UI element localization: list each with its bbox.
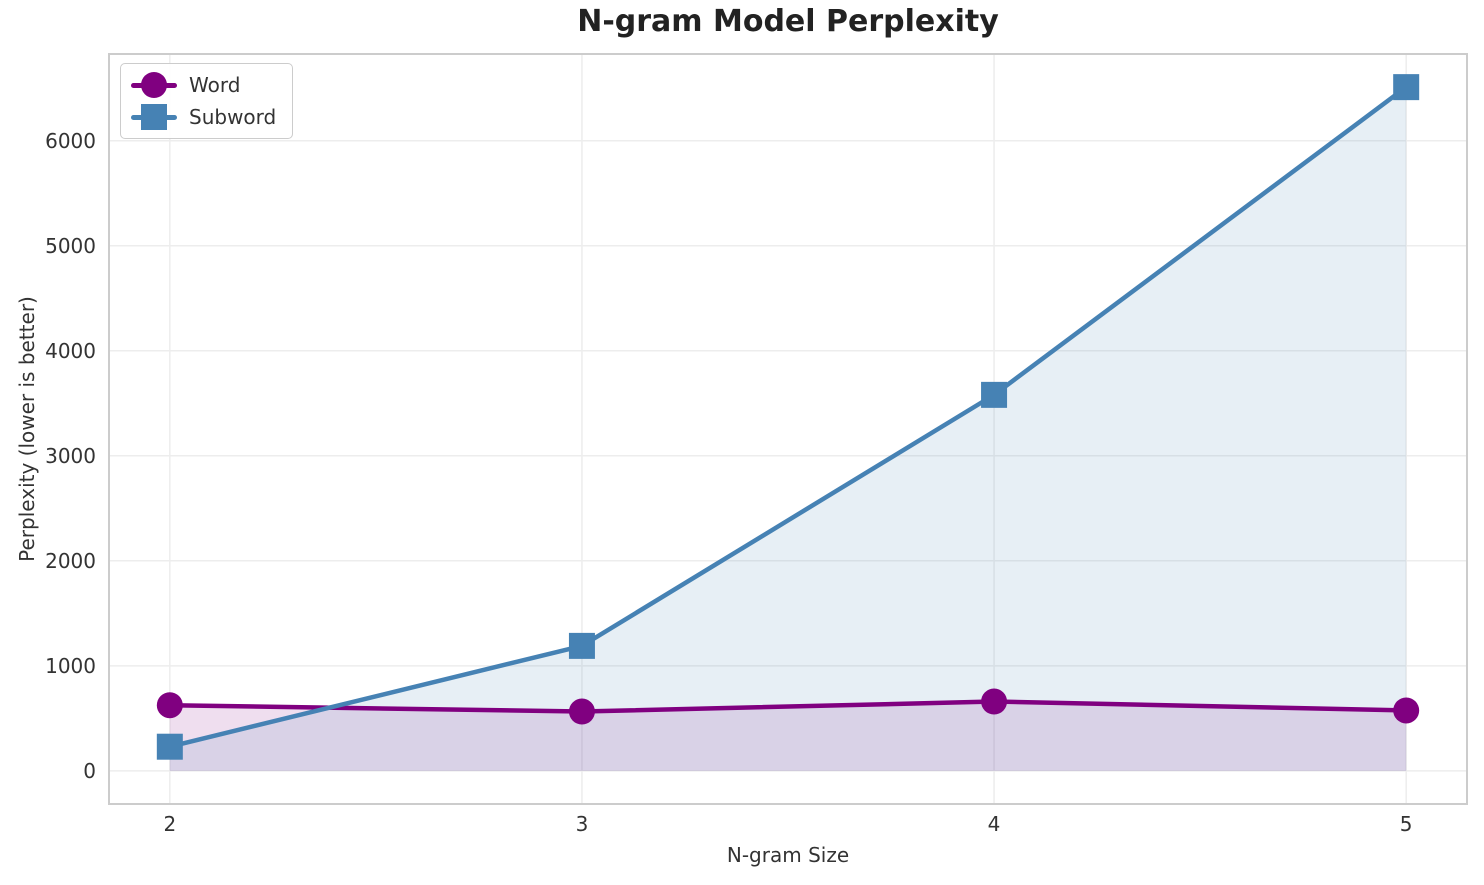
y-tick-label: 5000 bbox=[45, 233, 96, 258]
chart-title: N-gram Model Perplexity bbox=[577, 4, 999, 39]
legend-label-word: Word bbox=[189, 73, 241, 97]
y-tick-label: 1000 bbox=[45, 653, 96, 678]
y-tick-label: 3000 bbox=[45, 443, 96, 468]
y-tick-label: 6000 bbox=[45, 128, 96, 153]
legend-label-subword: Subword bbox=[189, 105, 277, 129]
subword-square-marker-icon bbox=[131, 103, 177, 131]
y-tick-label: 2000 bbox=[45, 548, 96, 573]
y-axis-label: Perplexity (lower is better) bbox=[15, 296, 39, 562]
x-axis-label: N-gram Size bbox=[726, 843, 850, 867]
legend: Word Subword bbox=[120, 63, 294, 139]
legend-item-word: Word bbox=[131, 71, 276, 99]
y-tick-label: 0 bbox=[83, 758, 96, 783]
x-tick-label: 4 bbox=[987, 812, 1001, 836]
x-tick-label: 2 bbox=[163, 812, 177, 836]
x-tick-label: 3 bbox=[575, 812, 589, 836]
legend-item-subword: Subword bbox=[131, 103, 276, 131]
x-tick-label: 5 bbox=[1399, 812, 1413, 836]
y-tick-label: 4000 bbox=[45, 338, 96, 363]
word-circle-marker-icon bbox=[131, 71, 177, 99]
plot-area bbox=[108, 53, 1468, 805]
